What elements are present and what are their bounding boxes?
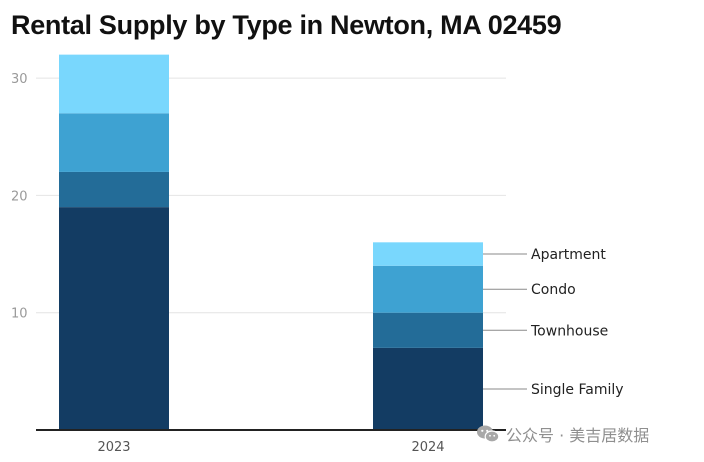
legend-label-townhouse: Townhouse (530, 323, 608, 339)
bars (59, 54, 483, 430)
bar-2024-townhouse (373, 312, 483, 348)
y-tick-label-30: 30 (11, 72, 28, 87)
x-tick-label-2024: 2024 (411, 440, 444, 455)
bar-2023-townhouse (59, 171, 169, 208)
x-tick-label-2023: 2023 (97, 440, 130, 455)
watermark: 公众号 · 美吉居数据 (476, 422, 649, 446)
y-tick-label-10: 10 (11, 307, 28, 322)
bar-2024-apartment (373, 242, 483, 266)
bar-2023-condo (59, 113, 169, 172)
chart-title: Rental Supply by Type in Newton, MA 0245… (11, 10, 562, 40)
legend-label-condo: Condo (531, 282, 576, 298)
bar-2023-apartment (59, 54, 169, 114)
watermark-text: 公众号 · 美吉居数据 (506, 426, 650, 445)
legend: Single Family Townhouse Condo Apartment (483, 247, 624, 398)
legend-label-apartment: Apartment (531, 247, 606, 263)
bar-2023-single-family (59, 207, 169, 430)
bar-2024-condo (373, 265, 483, 313)
legend-label-single-family: Single Family (531, 382, 624, 398)
bar-2024-single-family (373, 347, 483, 430)
y-tick-label-20: 20 (11, 189, 28, 204)
y-axis-ticks: 10 20 30 (11, 72, 28, 322)
wechat-icon (477, 425, 500, 443)
x-axis-labels: 2023 2024 (97, 440, 444, 455)
